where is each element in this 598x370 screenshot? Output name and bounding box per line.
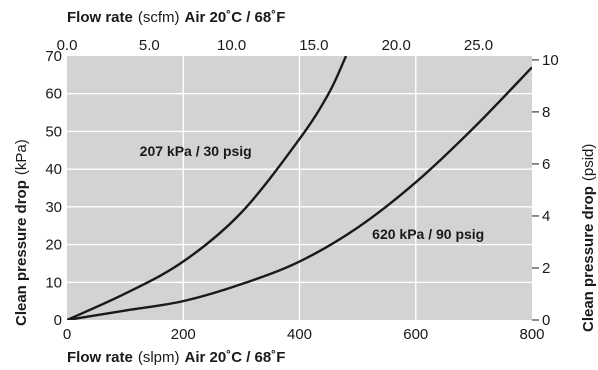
series-lines [67,56,532,320]
x-bottom-tick-label: 400 [287,326,312,343]
x-top-tick-label: 15.0 [299,37,328,54]
x-bottom-tick-label: 0 [63,326,71,343]
y-left-tick-label: 40 [45,161,62,178]
bottom-axis-title: Flow rate (slpm) Air 20˚C / 68˚F [67,349,285,366]
x-bottom-tick-label: 600 [403,326,428,343]
series-label-620kpa: 620 kPa / 90 psig [372,226,484,242]
y-right-tick-label: 8 [542,104,550,121]
y-right-tick-label: 6 [542,156,550,173]
y-left-tick-label: 10 [45,274,62,291]
x-top-tick-label: 5.0 [139,37,160,54]
y-left-tick-label: 0 [54,312,62,329]
grid-lines [67,56,532,320]
y-left-tick-label: 60 [45,86,62,103]
x-top-tick-label: 25.0 [464,37,493,54]
left-axis-title: Clean pressure drop(kPa) [13,139,30,326]
y-right-tick-label: 0 [542,312,550,329]
y-left-tick-label: 50 [45,123,62,140]
y-left-tick-label: 20 [45,237,62,254]
series-label-207kpa: 207 kPa / 30 psig [140,143,252,159]
x-top-tick-label: 10.0 [217,37,246,54]
y-left-tick-label: 70 [45,48,62,65]
right-axis-title: Clean pressure drop(psid) [580,144,597,332]
x-top-tick-label: 20.0 [382,37,411,54]
series-line-620kpa [67,66,532,320]
y-left-tick-label: 30 [45,199,62,216]
y-right-tick-label: 10 [542,52,559,69]
series-line-207kpa [67,56,348,320]
top-axis-title: Flow rate (scfm) Air 20˚C / 68˚F [67,9,285,26]
y-right-tick-label: 4 [542,208,550,225]
x-bottom-tick-label: 800 [519,326,544,343]
x-bottom-tick-label: 200 [171,326,196,343]
x-top-tick-label: 0.0 [57,37,78,54]
y-right-tick-label: 2 [542,260,550,277]
